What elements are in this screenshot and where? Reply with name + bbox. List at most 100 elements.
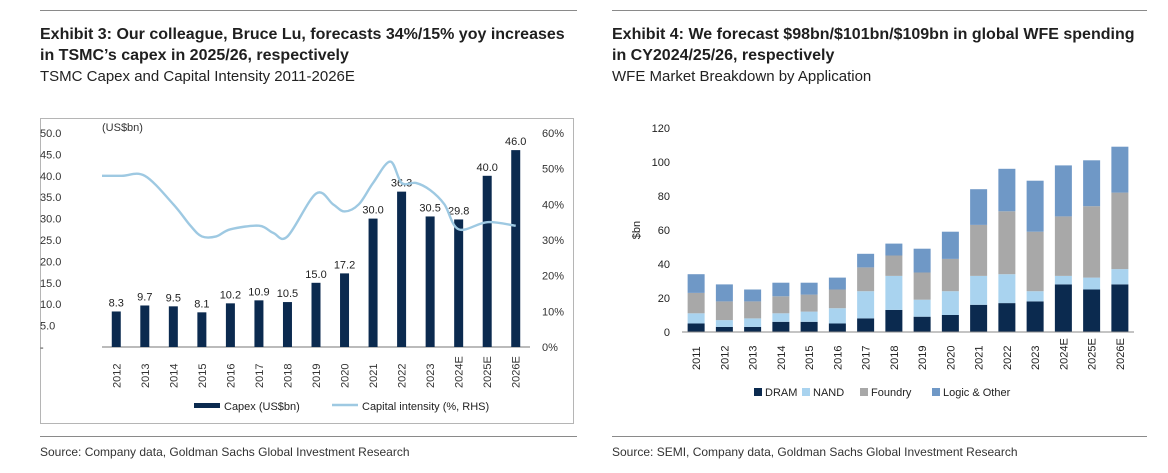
segment-dram bbox=[1026, 301, 1044, 332]
capex-bar bbox=[511, 150, 521, 347]
y-left-tick-label: 5.0 bbox=[40, 321, 55, 333]
segment-logic-other bbox=[772, 282, 790, 297]
legend-label-capex: Capex (US$bn) bbox=[224, 401, 300, 413]
exhibit-4-title: Exhibit 4: We forecast $98bn/$101bn/$109… bbox=[612, 26, 1135, 64]
x-tick-label: 2020 bbox=[340, 364, 352, 388]
segment-logic-other bbox=[687, 274, 705, 293]
y-tick-label: 0 bbox=[664, 327, 670, 339]
segment-dram bbox=[857, 318, 875, 332]
capex-bar bbox=[111, 311, 121, 347]
segment-foundry bbox=[715, 301, 733, 321]
y-left-tick-label: 20.0 bbox=[40, 256, 61, 268]
y-tick-label: 120 bbox=[652, 123, 670, 135]
y-right-tick-label: 60% bbox=[542, 128, 564, 140]
capex-bar bbox=[425, 216, 435, 347]
capex-bar bbox=[140, 305, 150, 347]
segment-nand bbox=[998, 274, 1016, 304]
segment-nand bbox=[1054, 275, 1072, 285]
x-tick-label: 2016 bbox=[225, 364, 237, 388]
y-right-tick-label: 50% bbox=[542, 164, 564, 176]
segment-logic-other bbox=[998, 168, 1016, 212]
segment-foundry bbox=[998, 211, 1016, 275]
segment-nand bbox=[828, 308, 846, 324]
y-left-tick-label: 40.0 bbox=[40, 171, 61, 183]
x-tick-label: 2023 bbox=[1030, 346, 1042, 370]
tsmc-capex-chart: (US$bn) 50.0 45.0 40.0 35.0 30.0 25.0 20.0 15.0 1… bbox=[40, 122, 564, 413]
segment-nand bbox=[1111, 269, 1129, 285]
segment-logic-other bbox=[941, 231, 959, 259]
y-right-tick-label: 30% bbox=[542, 235, 564, 247]
y-tick-label: 20 bbox=[658, 293, 670, 305]
exhibit-3-source: Source: Company data, Goldman Sachs Glob… bbox=[40, 445, 410, 459]
exhibit-4-panel: Exhibit 4: We forecast $98bn/$101bn/$109… bbox=[612, 0, 1147, 473]
capex-data-label: 29.8 bbox=[448, 205, 469, 217]
y-right-tick-label: 0% bbox=[542, 342, 558, 354]
x-tick-label: 2012 bbox=[719, 346, 731, 370]
legend-label-dram: DRAM bbox=[765, 387, 797, 399]
segment-dram bbox=[885, 309, 903, 332]
segment-foundry bbox=[970, 224, 988, 276]
capex-data-label: 30.5 bbox=[419, 202, 440, 214]
x-tick-label: 2016 bbox=[832, 346, 844, 370]
segment-foundry bbox=[687, 292, 705, 314]
x-tick-label: 2018 bbox=[889, 346, 901, 370]
segment-logic-other bbox=[1111, 146, 1129, 193]
bottom-rule bbox=[612, 436, 1147, 437]
x-tick-label: 2013 bbox=[748, 346, 760, 370]
capex-bar bbox=[482, 175, 492, 347]
y-left-tick-label: 15.0 bbox=[40, 278, 61, 290]
x-tick-label: 2015 bbox=[804, 346, 816, 370]
capex-data-label: 9.7 bbox=[137, 291, 152, 303]
x-tick-label: 2025E bbox=[482, 356, 494, 388]
x-tick-label: 2019 bbox=[917, 346, 929, 370]
segment-dram bbox=[800, 321, 818, 332]
segment-logic-other bbox=[1026, 180, 1044, 232]
exhibit-3-title: Exhibit 3: Our colleague, Bruce Lu, fore… bbox=[40, 26, 565, 64]
segment-nand bbox=[715, 320, 733, 327]
x-tick-label: 2024E bbox=[454, 356, 466, 388]
y-left-tick-label: 35.0 bbox=[40, 192, 61, 204]
segment-nand bbox=[744, 318, 762, 327]
segment-dram bbox=[715, 326, 733, 332]
capex-bar bbox=[311, 282, 321, 347]
unit-label: (US$bn) bbox=[102, 122, 143, 134]
y-left-tick-label: 45.0 bbox=[40, 149, 61, 161]
x-tick-label: 2015 bbox=[197, 364, 209, 388]
exhibit-3-panel: Exhibit 3: Our colleague, Bruce Lu, fore… bbox=[40, 0, 577, 473]
legend-swatch-capex bbox=[194, 403, 220, 408]
x-tick-label: 2017 bbox=[254, 364, 266, 388]
segment-foundry bbox=[941, 258, 959, 292]
y-left-tick-label: - bbox=[40, 342, 44, 354]
x-tick-label: 2019 bbox=[311, 364, 323, 388]
y-axis-label: $bn bbox=[631, 221, 643, 239]
segment-nand bbox=[772, 313, 790, 322]
segment-foundry bbox=[1083, 206, 1101, 278]
segment-nand bbox=[687, 313, 705, 324]
segment-nand bbox=[970, 275, 988, 305]
capex-bar bbox=[340, 273, 350, 347]
x-tick-label: 2018 bbox=[282, 364, 294, 388]
x-tick-label: 2012 bbox=[111, 364, 123, 388]
capex-data-label: 17.2 bbox=[334, 259, 355, 271]
x-tick-label: 2021 bbox=[368, 364, 380, 388]
y-left-tick-label: 25.0 bbox=[40, 235, 61, 247]
chart-frame bbox=[40, 118, 574, 424]
segment-dram bbox=[941, 315, 959, 332]
segment-nand bbox=[857, 291, 875, 319]
segment-nand bbox=[800, 311, 818, 322]
segment-logic-other bbox=[970, 189, 988, 225]
segment-logic-other bbox=[828, 277, 846, 290]
legend-label-logic-other: Logic & Other bbox=[943, 387, 1011, 399]
capex-data-label: 9.5 bbox=[166, 292, 181, 304]
capex-bar bbox=[197, 312, 207, 347]
capex-data-label: 30.0 bbox=[362, 205, 383, 217]
y-left-tick-label: 10.0 bbox=[40, 299, 61, 311]
segment-logic-other bbox=[1083, 160, 1101, 207]
y-right-tick-label: 40% bbox=[542, 199, 564, 211]
y-tick-label: 60 bbox=[658, 225, 670, 237]
x-tick-label: 2020 bbox=[945, 346, 957, 370]
segment-foundry bbox=[800, 294, 818, 312]
capex-data-label: 40.0 bbox=[476, 162, 497, 174]
segment-foundry bbox=[1111, 192, 1129, 270]
capex-data-label: 8.3 bbox=[109, 297, 124, 309]
